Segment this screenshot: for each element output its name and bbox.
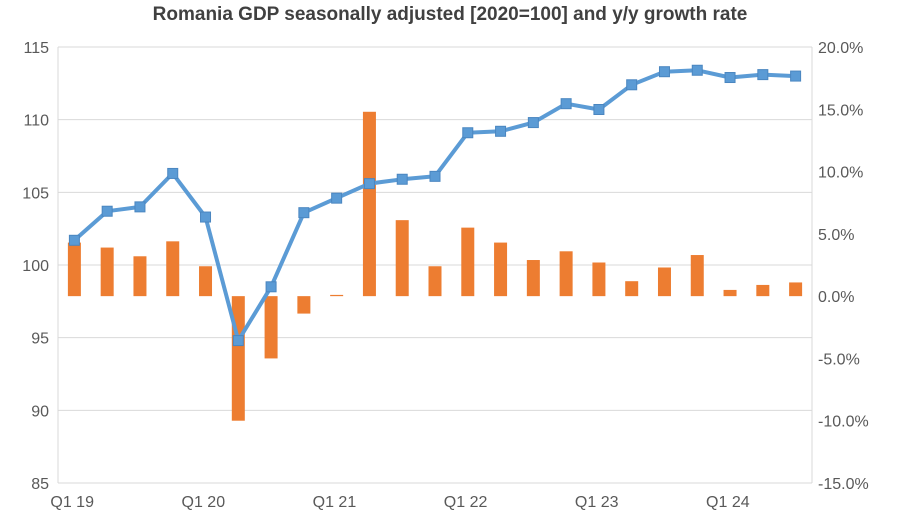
growth-bar xyxy=(461,227,475,297)
chart-title: Romania GDP seasonally adjusted [2020=10… xyxy=(152,4,748,25)
growth-bar xyxy=(526,260,540,297)
right-axis-tick-label: -10.0% xyxy=(818,414,869,431)
left-axis-tick-label: 95 xyxy=(31,331,49,348)
x-axis-ticks: Q1 19 Q1 20 Q1 21 Q1 22 Q1 23 Q1 24 xyxy=(50,494,749,510)
gdp-point xyxy=(232,335,244,347)
growth-bar xyxy=(789,282,803,297)
growth-bar xyxy=(395,220,409,297)
gdp-point xyxy=(298,207,310,219)
gdp-point xyxy=(593,103,605,115)
right-axis-tick-label: 0.0% xyxy=(818,289,854,306)
gdp-point xyxy=(134,201,146,213)
gdp-point xyxy=(462,127,474,139)
growth-bar xyxy=(592,262,606,297)
gdp-point xyxy=(101,205,113,217)
x-axis-tick-label: Q1 22 xyxy=(444,494,488,510)
right-axis-tick-label: 20.0% xyxy=(818,40,863,57)
gdp-point xyxy=(560,98,572,110)
right-axis-ticks: -15.0% -10.0% -5.0% 0.0% 5.0% 10.0% 15.0% 20.0% xyxy=(818,40,869,493)
left-axis-tick-label: 85 xyxy=(31,476,49,493)
gdp-point xyxy=(691,64,703,76)
growth-bar xyxy=(657,267,671,297)
gdp-point xyxy=(200,211,212,223)
growth-bar xyxy=(690,255,704,297)
growth-bar xyxy=(428,266,442,297)
x-axis-tick-label: Q1 19 xyxy=(50,494,94,510)
right-axis-tick-label: 10.0% xyxy=(818,165,863,182)
growth-bar xyxy=(199,266,213,297)
growth-bar xyxy=(625,281,639,297)
gdp-point xyxy=(68,234,80,246)
gdp-point xyxy=(396,173,408,185)
gdp-point xyxy=(724,72,736,84)
gdp-point xyxy=(757,69,769,81)
growth-bar xyxy=(723,289,737,297)
gdp-point xyxy=(790,70,802,82)
growth-bar xyxy=(756,284,770,297)
growth-bar xyxy=(166,241,180,297)
left-axis-ticks: 85 90 95 100 105 110 115 xyxy=(22,40,49,493)
right-axis-tick-label: -15.0% xyxy=(818,476,869,493)
x-axis-tick-label: Q1 24 xyxy=(706,494,750,510)
gdp-point xyxy=(495,125,507,137)
growth-bar xyxy=(330,294,344,297)
growth-bars xyxy=(67,111,803,421)
gdp-point xyxy=(658,66,670,78)
growth-bar xyxy=(100,247,114,297)
growth-bar xyxy=(67,242,81,297)
growth-bar xyxy=(133,256,147,297)
gdp-point xyxy=(527,117,539,129)
gdp-point xyxy=(626,79,638,91)
gdp-point xyxy=(167,167,179,179)
growth-bar xyxy=(264,296,278,359)
gdp-point xyxy=(331,192,343,204)
gdp-point xyxy=(363,178,375,190)
growth-bar xyxy=(494,242,508,297)
x-axis-tick-label: Q1 23 xyxy=(575,494,619,510)
left-axis-tick-label: 110 xyxy=(23,113,49,130)
left-axis-tick-label: 115 xyxy=(23,40,49,57)
growth-bar xyxy=(362,111,376,297)
growth-bar xyxy=(297,296,311,314)
growth-bar xyxy=(231,296,245,421)
right-axis-tick-label: -5.0% xyxy=(818,351,860,368)
gdp-point xyxy=(265,281,277,293)
gdp-point xyxy=(429,170,441,182)
gdp-series-line xyxy=(73,68,796,343)
x-axis-tick-label: Q1 20 xyxy=(182,494,226,510)
right-axis-tick-label: 5.0% xyxy=(818,227,854,244)
gdp-line xyxy=(68,64,802,347)
left-axis-tick-label: 100 xyxy=(22,258,49,275)
left-axis-tick-label: 90 xyxy=(31,403,49,420)
right-axis-tick-label: 15.0% xyxy=(818,102,863,119)
gridlines xyxy=(57,46,813,484)
left-axis-tick-label: 105 xyxy=(22,185,49,202)
growth-bar xyxy=(559,251,573,297)
x-axis-tick-label: Q1 21 xyxy=(313,494,357,510)
